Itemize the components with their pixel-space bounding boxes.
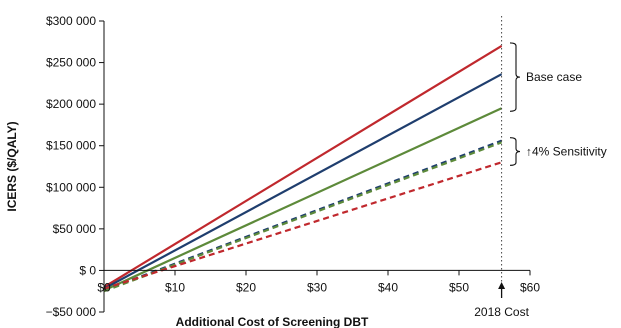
annotation-bracket-1 bbox=[509, 42, 521, 112]
y-tick-label: $250 000 bbox=[46, 56, 96, 70]
series-line-1 bbox=[103, 44, 503, 289]
y-tick-label: $50 000 bbox=[53, 222, 97, 236]
annotation-label-1: Base case bbox=[526, 70, 582, 84]
x-axis-title: Additional Cost of Screening DBT bbox=[176, 315, 369, 328]
annotation-label-2: ↑4% Sensitivity bbox=[526, 145, 607, 159]
axes-layer: −$50 000 $ 0 $50 000 $100 000 $150 000 $200 0… bbox=[46, 14, 541, 319]
x-tick-label: $30 bbox=[307, 280, 327, 294]
annotation-layer: Base case ↑4% Sensitivity bbox=[509, 42, 607, 166]
series-layer bbox=[103, 44, 503, 293]
x-tick-label: $10 bbox=[165, 280, 185, 294]
reference-line-label: 2018 Cost bbox=[474, 305, 529, 319]
y-tick-label: $200 000 bbox=[46, 97, 96, 111]
x-tick-label: $60 bbox=[520, 280, 540, 294]
y-tick-label: $100 000 bbox=[46, 180, 96, 194]
y-tick-label: $ 0 bbox=[79, 263, 96, 277]
y-tick-label: −$50 000 bbox=[46, 305, 97, 319]
y-tick-label: $150 000 bbox=[46, 139, 96, 153]
y-axis-title: ICERS ($/QALY) bbox=[5, 121, 19, 211]
y-tick-label: $300 000 bbox=[46, 14, 96, 28]
series-line-2 bbox=[103, 73, 503, 290]
x-tick-label: $20 bbox=[236, 280, 256, 294]
x-tick-label: $50 bbox=[449, 280, 469, 294]
annotation-bracket-2 bbox=[509, 137, 521, 166]
reference-line-layer: 2018 Cost bbox=[474, 16, 530, 319]
x-tick-label: $0 bbox=[97, 280, 111, 294]
series-line-3 bbox=[103, 107, 503, 292]
series-line-5 bbox=[103, 141, 502, 293]
reference-arrow-head bbox=[498, 282, 506, 289]
x-tick-label: $40 bbox=[378, 280, 398, 294]
